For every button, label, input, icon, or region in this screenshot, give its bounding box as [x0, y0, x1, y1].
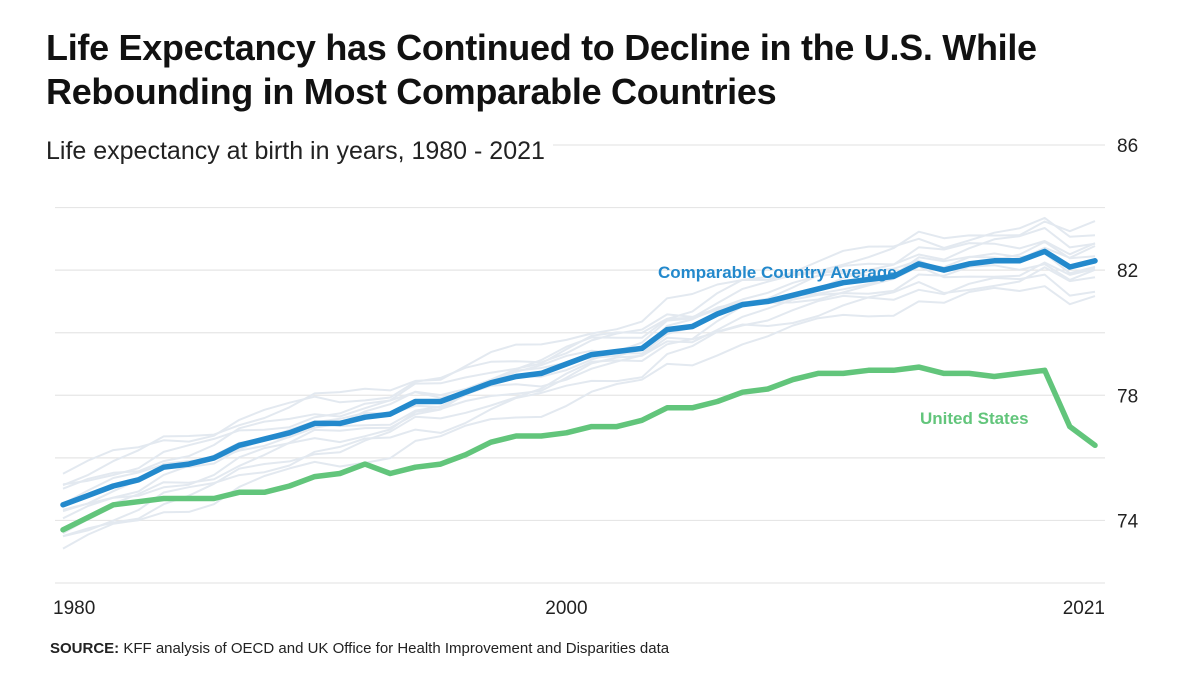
comparable-country-line — [62, 263, 1096, 520]
y-tick-label: 74 — [1117, 511, 1139, 532]
united-states-line — [60, 364, 1098, 533]
united-states-label: United States — [920, 409, 1029, 428]
x-tick-label: 1980 — [53, 598, 95, 619]
comparable-country-line — [62, 216, 1096, 487]
comparable-country-line — [62, 261, 1096, 486]
comparable-country-line — [62, 266, 1096, 538]
comparable-country-average-label: Comparable Country Average — [658, 263, 897, 282]
comparable-country-line — [62, 252, 1096, 475]
labels: 74 78 82 86 1980 2000 2021 Comparable Country A… — [53, 136, 1139, 619]
y-tick-label: 86 — [1117, 136, 1138, 157]
x-tick-label: 2000 — [545, 598, 587, 619]
series-lines — [60, 248, 1098, 533]
comparable-country-line — [62, 285, 1096, 550]
chart-title: Life Expectancy has Continued to Decline… — [46, 27, 1037, 112]
y-tick-label: 82 — [1117, 261, 1138, 282]
source-label: SOURCE: — [50, 640, 120, 657]
comparable-country-line — [62, 227, 1096, 535]
comparable-country-line — [62, 273, 1096, 505]
x-tick-label: 2021 — [1063, 598, 1105, 619]
source-note: SOURCE: KFF analysis of OECD and UK Offi… — [50, 640, 669, 657]
source-text: KFF analysis of OECD and UK Office for H… — [123, 640, 670, 657]
comparable-countries-background-lines — [62, 216, 1096, 550]
y-tick-label: 78 — [1117, 386, 1138, 407]
chart-subtitle: Life expectancy at birth in years, 1980 … — [46, 135, 553, 167]
comparable-country-line — [62, 240, 1096, 513]
comparable-country-line — [62, 245, 1096, 538]
comparable-country-average-line — [60, 248, 1098, 508]
